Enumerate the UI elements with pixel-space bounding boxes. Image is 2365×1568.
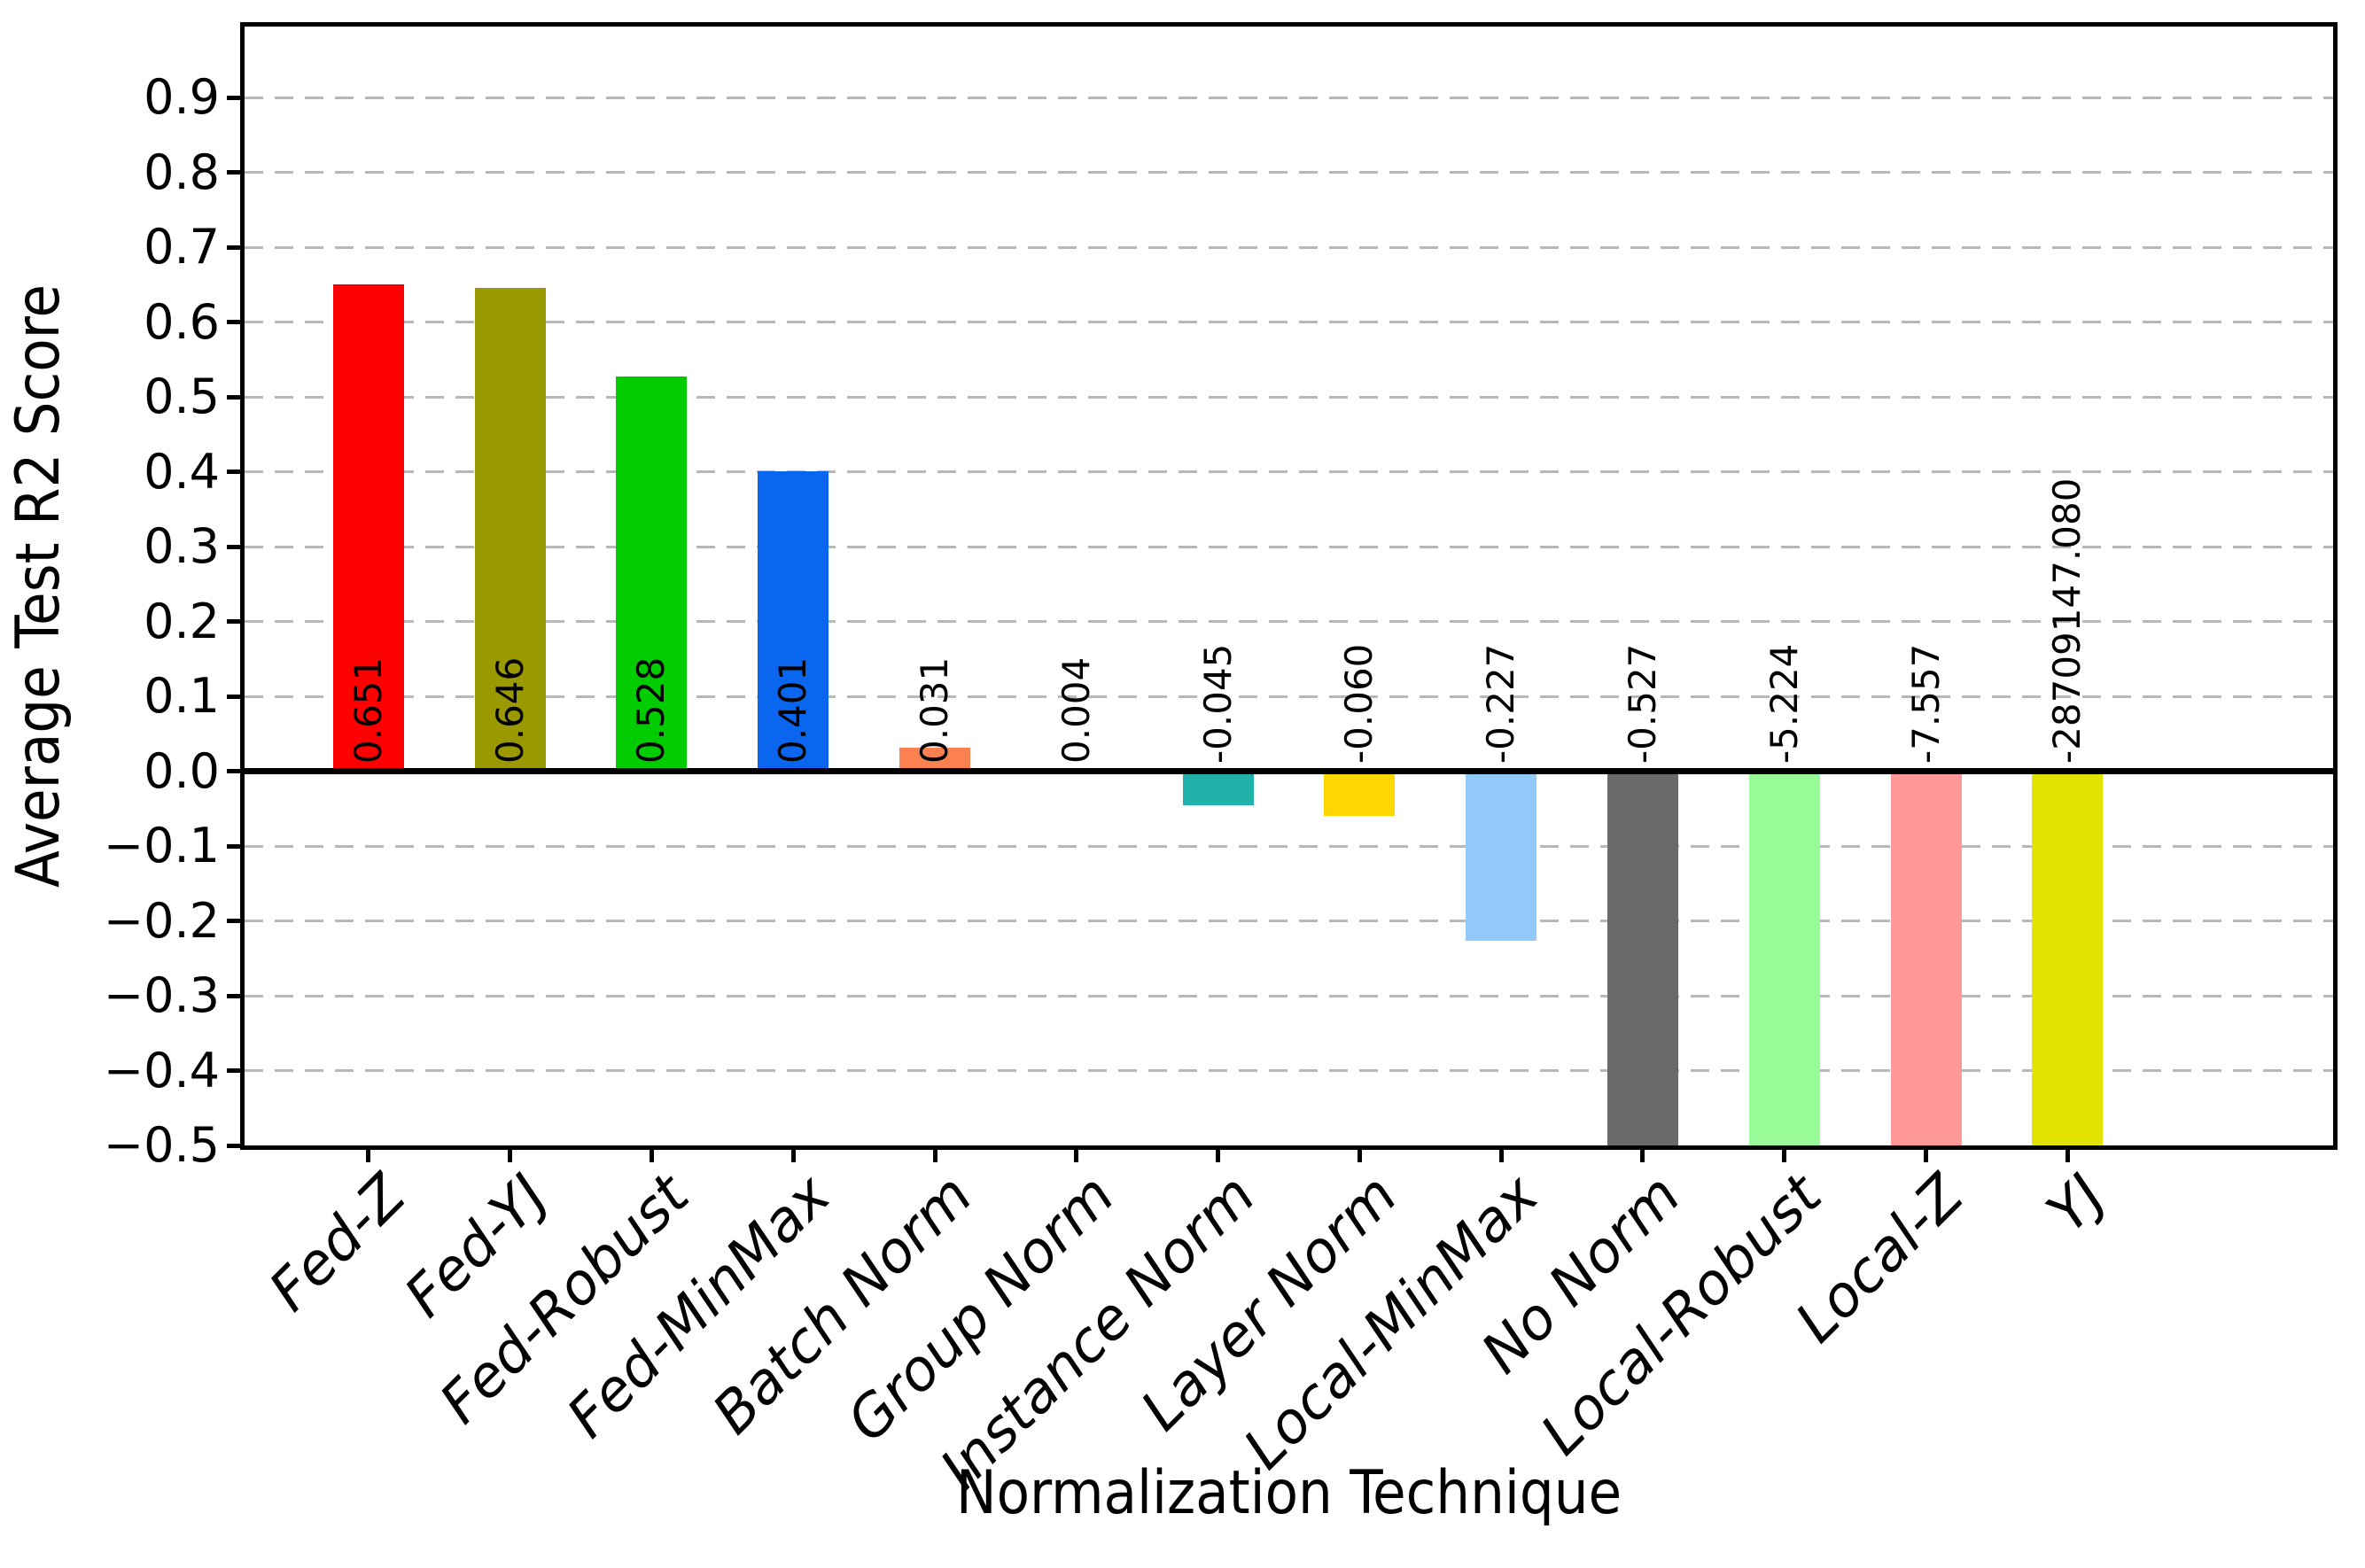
y-tick [227, 1143, 245, 1148]
y-tick [227, 919, 245, 924]
gridline-y-0.7 [245, 245, 2333, 249]
y-tick [227, 95, 245, 100]
bar-value-label: -0.227 [1479, 643, 1523, 764]
x-tick [1498, 1148, 1504, 1162]
x-tick [1216, 1148, 1221, 1162]
x-tick [790, 1148, 796, 1162]
y-tick [227, 843, 245, 849]
y-tick-label: −0.2 [103, 892, 220, 949]
x-tick [649, 1148, 654, 1162]
y-tick [227, 694, 245, 699]
bar-local-robust [1748, 769, 1820, 1145]
bar-yj [2032, 769, 2104, 1145]
bar-no-norm [1607, 769, 1678, 1145]
y-tick-label: 0.8 [144, 144, 220, 200]
bar-local-z [1890, 769, 1962, 1145]
y-tick-label: 0.6 [144, 293, 220, 350]
bar-value-label: 0.646 [487, 656, 532, 764]
x-tick [508, 1148, 513, 1162]
bar-value-label: -0.045 [1195, 643, 1240, 764]
x-tick [1782, 1148, 1787, 1162]
bar-local-minmax [1466, 769, 1537, 942]
bar-fed-minmax [758, 470, 829, 774]
gridline-y-0.6 [245, 321, 2333, 324]
y-tick-label: −0.5 [103, 1117, 220, 1173]
bar-value-label: -0.527 [1620, 643, 1664, 764]
y-tick-label: −0.3 [103, 967, 220, 1024]
y-tick-label: 0.3 [144, 518, 220, 575]
gridline-y-0.2 [245, 620, 2333, 624]
bar-value-label: -0.060 [1337, 643, 1381, 764]
bar-value-label: -5.224 [1762, 643, 1806, 764]
bar-value-label: 0.401 [771, 656, 815, 764]
bar-value-label: 0.031 [913, 656, 956, 764]
y-tick-label: 0.7 [144, 219, 220, 276]
gridline-y--0.1 [245, 844, 2333, 848]
y-tick [227, 245, 245, 250]
y-tick [227, 993, 245, 998]
bar-value-label: -28709147.080 [2045, 477, 2089, 764]
x-tick-label-fed-z: Fed-Z [257, 1162, 419, 1324]
bar-layer-norm [1324, 769, 1396, 817]
y-tick-label: 0.2 [144, 593, 220, 649]
y-tick [227, 1068, 245, 1074]
y-tick [227, 544, 245, 549]
x-tick [1924, 1148, 1929, 1162]
bar-fed-yj [474, 287, 546, 774]
y-tick [227, 769, 245, 774]
gridline-y-0.5 [245, 395, 2333, 399]
bar-fed-robust [616, 376, 688, 774]
gridline-y--0.2 [245, 920, 2333, 923]
x-tick [932, 1148, 937, 1162]
y-tick-label: 0.5 [144, 369, 220, 425]
y-tick [227, 470, 245, 475]
bar-instance-norm [1182, 769, 1254, 805]
bar-value-label: 0.528 [629, 656, 673, 764]
y-tick [227, 394, 245, 400]
x-axis-title: Normalization Technique [955, 1458, 1622, 1528]
x-tick [366, 1148, 371, 1162]
y-tick [227, 320, 245, 325]
x-tick [1074, 1148, 1079, 1162]
x-tick [2065, 1148, 2070, 1162]
gridline-y-0.8 [245, 171, 2333, 175]
gridline-y-0.9 [245, 96, 2333, 99]
gridline-y-0.3 [245, 545, 2333, 548]
y-tick-label: 0.1 [144, 668, 220, 725]
bar-fed-z [332, 283, 404, 774]
gridline-y-0.1 [245, 695, 2333, 698]
x-tick [1640, 1148, 1645, 1162]
y-tick-label: 0.4 [144, 443, 220, 500]
bar-value-label: 0.651 [346, 656, 390, 764]
y-tick-label: −0.4 [103, 1042, 220, 1098]
y-tick-label: 0.0 [144, 742, 220, 799]
x-tick [1357, 1148, 1362, 1162]
y-tick [227, 619, 245, 625]
y-tick-label: 0.9 [144, 69, 220, 126]
y-tick [227, 170, 245, 175]
y-tick-label: −0.1 [103, 818, 220, 874]
gridline-y-0.4 [245, 470, 2333, 474]
gridline-y--0.3 [245, 994, 2333, 997]
plot-frame [240, 22, 2338, 1150]
bar-value-label: 0.004 [1054, 656, 1098, 764]
bar-value-label: -7.557 [1903, 643, 1948, 764]
gridline-y--0.4 [245, 1069, 2333, 1073]
zero-line [245, 768, 2333, 774]
x-tick-label-yj: YJ [2034, 1162, 2119, 1246]
